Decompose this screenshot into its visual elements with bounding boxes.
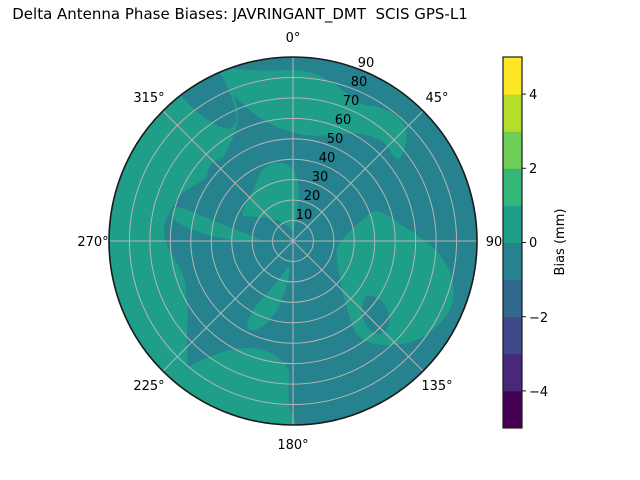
grid-spoke-135 xyxy=(292,240,424,372)
colorbar-segment-6 xyxy=(503,168,522,206)
colorbar-tick-2: 2 xyxy=(529,162,537,177)
contour-region-hole-west-upper xyxy=(207,158,245,212)
angular-tick-45: 45° xyxy=(425,91,448,106)
angular-tick-270: 270° xyxy=(77,235,108,250)
polar-outline xyxy=(108,56,478,426)
colorbar-segment-7 xyxy=(503,131,522,169)
colorbar-tick-4: 4 xyxy=(529,88,537,103)
contour-region-central-blob xyxy=(242,162,299,231)
grid-spoke-225 xyxy=(162,240,294,372)
colorbar-segment-9 xyxy=(503,57,522,95)
colorbar-segment-3 xyxy=(503,279,522,318)
colorbar-segment-0 xyxy=(503,390,522,429)
plot-body xyxy=(108,56,526,429)
contour-region-bottom-band xyxy=(172,348,300,425)
radial-tick-10: 10 xyxy=(296,208,313,223)
colorbar-segment-8 xyxy=(503,94,522,132)
radial-tick-90: 90 xyxy=(358,56,375,71)
grid-spoke-315 xyxy=(162,110,294,242)
chart-title: Delta Antenna Phase Biases: JAVRINGANT_D… xyxy=(12,5,468,24)
colorbar-segment-1 xyxy=(503,353,522,392)
colorbar-axis-label: Bias (mm) xyxy=(553,209,568,276)
radial-tick-20: 20 xyxy=(304,189,321,204)
angular-tick-135: 135° xyxy=(421,379,452,394)
angular-tick-180: 180° xyxy=(277,438,308,453)
colorbar xyxy=(502,56,526,429)
colorbar-tick-0: 0 xyxy=(529,236,537,251)
angular-tick-315: 315° xyxy=(133,91,164,106)
contour-region-hole-southwest xyxy=(187,252,269,324)
colorbar-segment-5 xyxy=(503,205,522,243)
radial-tick-80: 80 xyxy=(351,75,368,90)
colorbar-segment-2 xyxy=(503,316,522,355)
radial-tick-30: 30 xyxy=(312,170,329,185)
radial-tick-70: 70 xyxy=(343,94,360,109)
radial-tick-50: 50 xyxy=(327,132,344,147)
angular-tick-225: 225° xyxy=(133,379,164,394)
polar-data-area xyxy=(109,57,477,425)
radial-tick-60: 60 xyxy=(335,113,352,128)
colorbar-tick-neg2: −2 xyxy=(529,311,548,326)
contour-region-top-band xyxy=(214,67,407,160)
grid-spoke-45 xyxy=(292,110,424,242)
radial-tick-40: 40 xyxy=(319,151,336,166)
angular-tick-0: 0° xyxy=(286,31,301,46)
contour-region-left-outer-mass xyxy=(109,71,238,389)
colorbar-tick-neg4: −4 xyxy=(529,385,548,400)
colorbar-segment-4 xyxy=(503,242,522,281)
angular-tick-90: 90 xyxy=(486,235,503,250)
